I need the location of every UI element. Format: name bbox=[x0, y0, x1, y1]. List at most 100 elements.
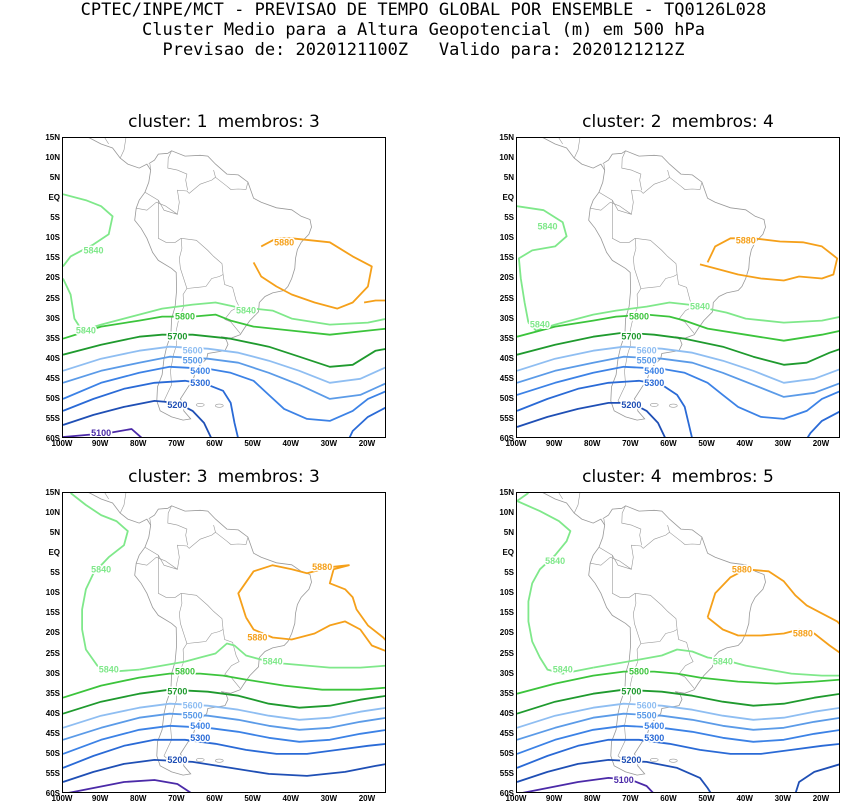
contour-5300 bbox=[63, 738, 385, 769]
contour-label-5880: 5880 bbox=[247, 632, 267, 642]
map-panel-2: 5840 5840 5880 5840 5800 5700 5600 5500 5400 5300… bbox=[516, 137, 840, 438]
lat-tick-label: 60S bbox=[45, 789, 60, 798]
lat-tick-label: 15N bbox=[499, 133, 514, 142]
contour-5200 bbox=[63, 399, 212, 437]
country-border bbox=[640, 641, 660, 644]
contour-5840 bbox=[517, 205, 568, 323]
contour-label-5500: 5500 bbox=[637, 711, 657, 721]
lat-tick-label: 5S bbox=[504, 568, 514, 578]
contour-5880 bbox=[699, 237, 839, 282]
contour-label-5600: 5600 bbox=[637, 346, 657, 356]
contour-label-5700: 5700 bbox=[621, 332, 641, 342]
cluster-label: cluster: 3 bbox=[128, 467, 208, 487]
contour-5600 bbox=[63, 345, 385, 384]
lat-tick-label: 20S bbox=[499, 273, 514, 283]
lat-tick-label: 45S bbox=[45, 373, 60, 383]
country-border bbox=[598, 191, 632, 215]
lon-tick-label: 90W bbox=[91, 439, 109, 448]
country-border bbox=[158, 555, 182, 598]
lat-tick-label: 10S bbox=[45, 233, 60, 243]
contour-5500 bbox=[63, 355, 385, 400]
contour-5840 bbox=[63, 278, 385, 332]
contour-5200 bbox=[517, 758, 712, 792]
country-border bbox=[165, 525, 216, 570]
contour-5500 bbox=[517, 712, 839, 741]
country-border bbox=[144, 191, 178, 215]
map-panel-4: 5840 5840 5880 5880 5840 5800 5700 5600 5500 5400… bbox=[516, 492, 840, 793]
header-subtitle-line: Cluster Medio para a Altura Geopotencial… bbox=[142, 20, 705, 40]
lon-tick-label: 70W bbox=[622, 439, 639, 448]
country-border bbox=[149, 519, 151, 526]
contour-label-5840: 5840 bbox=[236, 306, 256, 316]
lat-tick-label: 45S bbox=[499, 373, 514, 383]
lat-tick-label: 55S bbox=[45, 413, 60, 423]
header-title-line: CPTEC/INPE/MCT - PREVISAO DE TEMPO GLOBA… bbox=[80, 0, 767, 20]
lon-tick-label: 90W bbox=[91, 794, 109, 803]
lon-tick-label: 100W bbox=[51, 794, 73, 803]
contour-5880 bbox=[237, 564, 385, 641]
island bbox=[214, 758, 224, 763]
cluster-label: cluster: 1 bbox=[128, 112, 208, 132]
contour-5100 bbox=[522, 776, 654, 792]
contour-5700 bbox=[63, 333, 385, 368]
contour-5880 bbox=[707, 616, 839, 654]
lat-tick-label: 55S bbox=[499, 768, 514, 778]
country-border bbox=[104, 138, 109, 145]
lon-tick-label: 60W bbox=[206, 794, 223, 803]
lon-tick-label: 50W bbox=[244, 794, 261, 803]
contour-5800 bbox=[517, 313, 839, 342]
country-border bbox=[617, 238, 642, 408]
contour-label-5400: 5400 bbox=[644, 721, 664, 731]
island bbox=[649, 402, 659, 407]
lat-tick-label: 45S bbox=[45, 728, 60, 738]
contour-label-5880: 5880 bbox=[793, 628, 813, 638]
lon-tick-label: 20W bbox=[812, 794, 830, 803]
contour-5700 bbox=[517, 688, 839, 715]
contour-label-5840: 5840 bbox=[91, 564, 111, 574]
contour-5500 bbox=[517, 355, 839, 398]
lat-tick-label: 5S bbox=[50, 213, 60, 223]
island bbox=[668, 758, 678, 763]
contour-label-5200: 5200 bbox=[621, 755, 641, 765]
contour-5300 bbox=[517, 738, 839, 769]
lat-tick-label: 10N bbox=[499, 153, 514, 163]
lon-tick-label: 70W bbox=[168, 439, 185, 448]
lat-tick-label: 20S bbox=[45, 273, 60, 283]
contour-label-5840: 5840 bbox=[537, 221, 557, 231]
panel-title-4: cluster: 4 membros: 5 bbox=[508, 467, 847, 487]
valid-date-label: Valido para: bbox=[438, 40, 562, 60]
lon-tick-label: 40W bbox=[736, 439, 753, 448]
lat-tick-label: 35S bbox=[45, 688, 60, 698]
lat-tick-label: 40S bbox=[499, 353, 514, 363]
map-canvas: 5840 5840 5880 5880 5840 5800 5700 560055005400… bbox=[63, 493, 385, 792]
contour-5300 bbox=[63, 379, 239, 437]
lat-tick-label: 25S bbox=[45, 648, 60, 658]
lat-tick-label: 5S bbox=[504, 213, 514, 223]
lat-tick-label: 25S bbox=[45, 293, 60, 303]
coastline bbox=[88, 493, 312, 776]
contour-label-5840: 5840 bbox=[545, 556, 565, 566]
contour-label-5500: 5500 bbox=[637, 356, 657, 366]
country-border bbox=[558, 138, 563, 145]
country-border bbox=[158, 200, 182, 243]
country-border bbox=[163, 593, 188, 763]
contour-label-5840: 5840 bbox=[690, 302, 710, 312]
country-border bbox=[678, 674, 695, 689]
cluster-label: cluster: 4 bbox=[582, 467, 662, 487]
contour-5200 bbox=[63, 758, 385, 783]
country-border bbox=[205, 629, 224, 642]
island bbox=[195, 757, 205, 762]
forecast-date-value: 2020121100Z bbox=[295, 40, 409, 60]
country-border bbox=[619, 170, 670, 215]
country-border bbox=[590, 556, 621, 566]
lat-tick-label: 35S bbox=[499, 333, 514, 343]
contour-label-5800: 5800 bbox=[175, 667, 195, 677]
country-border bbox=[136, 556, 167, 566]
contour-5840 bbox=[517, 493, 529, 502]
contour-label-5600: 5600 bbox=[183, 701, 203, 711]
lon-tick-label: 70W bbox=[168, 794, 185, 803]
contour-5880 bbox=[706, 568, 839, 625]
contour-label-5840: 5840 bbox=[553, 665, 573, 675]
lat-tick-label: 20S bbox=[499, 628, 514, 638]
lon-tick-label: 80W bbox=[130, 794, 147, 803]
